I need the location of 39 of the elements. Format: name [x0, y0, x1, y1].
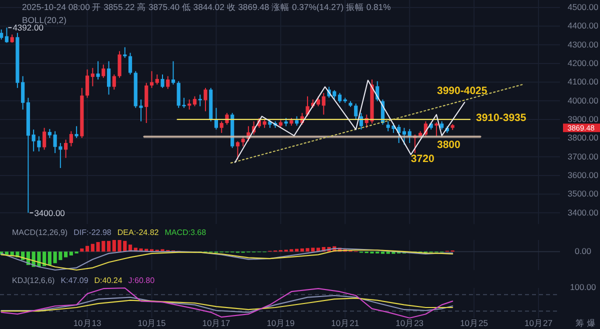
y-tick-label: 4100.00 [568, 76, 599, 87]
y-tick-label: 3400.00 [568, 207, 599, 218]
x-tick-label: 10月25 [460, 318, 488, 328]
x-tick-label: 10月19 [266, 318, 295, 328]
text: D:40.24 [94, 276, 123, 285]
annotation: 4392.00 [12, 22, 44, 33]
text: K:47.09 [60, 276, 89, 285]
chart-title: MACD(12,26,9) [12, 228, 68, 237]
y-tick-label: 3600.00 [568, 170, 599, 180]
text: BOLL(20,2) [22, 15, 67, 25]
x-tick-label: 10月15 [138, 318, 166, 328]
y-tick-label: 4000.00 [568, 95, 599, 106]
annotation: 3400.00 [34, 208, 66, 218]
annotation: 3910-3935 [476, 112, 526, 124]
chart-title: KDJ(12,6,6) [12, 276, 56, 285]
x-tick-label: 10月21 [331, 318, 360, 328]
y-tick-label: 4400.00 [568, 20, 599, 31]
y-tick-label: 3700.00 [568, 151, 599, 162]
text: 100.00 [570, 282, 596, 292]
series-label: MACD:3.68 [164, 228, 207, 237]
x-tick-label: 10月23 [396, 318, 424, 328]
x-tick-label: 10月13 [73, 318, 102, 328]
text: DIF:-22.98 [74, 228, 112, 237]
y-tick-label: 3800.00 [568, 132, 599, 143]
y-tick-label: 3500.00 [568, 188, 599, 199]
text: DEA:-24.82 [117, 228, 160, 237]
text: 0.00 [574, 246, 592, 256]
annotation: 3720 [410, 152, 434, 165]
chart-title: 2025-10-24 08:00 开 3855.22 高 3875.40 低 3844.02 收 3869.48 涨幅 0.37%(14.27) 振幅 0.81% [22, 2, 392, 12]
text: 筹 爆 [576, 318, 596, 328]
series-label: J:60.80 [128, 276, 156, 285]
y-tick-label: 4500.00 [568, 2, 599, 12]
y-tick-label: 4200.00 [568, 58, 599, 68]
y-tick-label: 3900.00 [568, 114, 599, 124]
annotation: 3800 [437, 139, 461, 151]
y-tick-label: 4300.00 [568, 39, 599, 50]
x-tick-label: 10月27 [524, 318, 553, 328]
annotation: 3990-4025 [437, 85, 488, 97]
x-tick-label: 10月17 [202, 318, 230, 328]
